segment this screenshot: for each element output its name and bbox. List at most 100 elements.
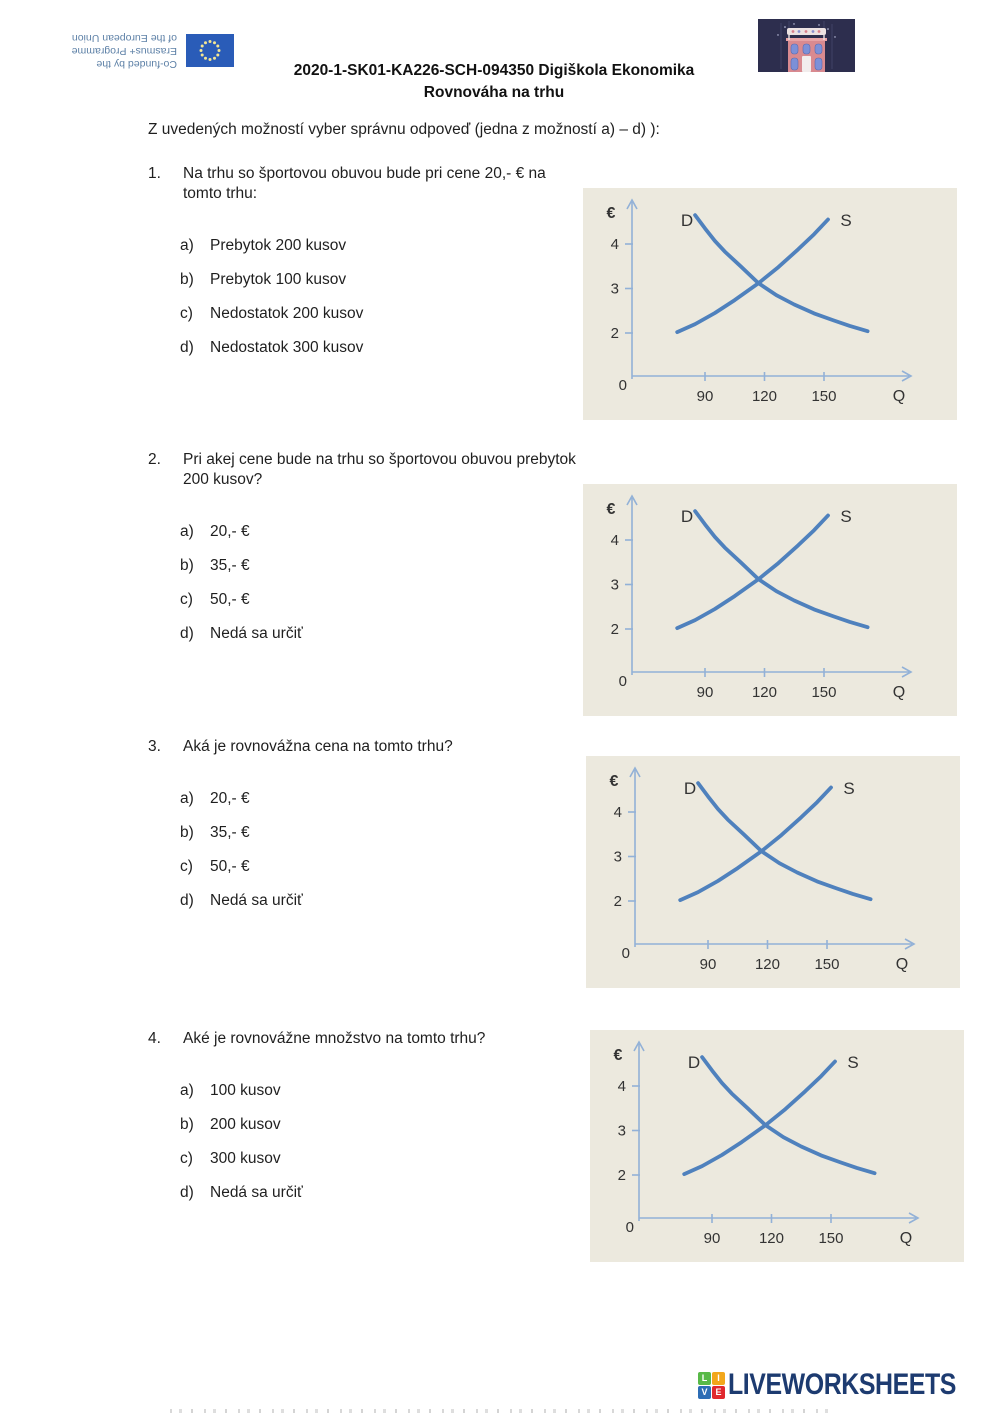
option-letter: a) <box>180 523 194 540</box>
svg-text:4: 4 <box>618 1078 626 1095</box>
option-letter: c) <box>180 591 193 608</box>
option-text: 50,- € <box>210 858 250 875</box>
svg-text:120: 120 <box>752 684 777 701</box>
question-number: 3. <box>148 738 161 755</box>
chart-svg: 2 3 4 0 90 120 150 € Q D S <box>610 766 916 973</box>
svg-text:Q: Q <box>893 684 905 701</box>
page-title: 2020-1-SK01-KA226-SCH-094350 Digiškola E… <box>0 60 988 104</box>
liveworksheets-square-V: V <box>698 1385 711 1399</box>
digiskola-logo <box>758 19 855 72</box>
svg-text:150: 150 <box>811 388 836 405</box>
eu-logo-text-line: Erasmus+ Programme <box>71 45 177 58</box>
svg-text:D: D <box>684 779 696 798</box>
option-letter: b) <box>180 1116 194 1133</box>
option-letter: c) <box>180 858 193 875</box>
option-text: Nedá sa určiť <box>210 625 303 642</box>
question-2: 2. Pri akej cene bude na trhu so športov… <box>148 450 578 658</box>
answer-option-1b[interactable]: b) Prebytok 100 kusov <box>180 270 578 304</box>
svg-text:3: 3 <box>611 577 619 594</box>
answer-option-1d[interactable]: d) Nedostatok 300 kusov <box>180 338 578 372</box>
option-letter: a) <box>180 1082 194 1099</box>
option-text: 200 kusov <box>210 1116 281 1133</box>
option-letter: d) <box>180 892 194 909</box>
svg-text:2: 2 <box>614 893 622 910</box>
svg-text:150: 150 <box>811 684 836 701</box>
svg-text:4: 4 <box>611 236 619 253</box>
erasmus-eu-logo: Co-funded by the Erasmus+ Programme of t… <box>62 22 234 80</box>
svg-text:Q: Q <box>900 1230 912 1247</box>
option-letter: d) <box>180 339 194 356</box>
svg-text:90: 90 <box>704 1230 721 1247</box>
eu-flag-icon <box>186 34 234 68</box>
answer-option-3a[interactable]: a) 20,- € <box>180 789 578 823</box>
answer-option-3d[interactable]: d) Nedá sa určiť <box>180 891 578 925</box>
supply-demand-chart-4: 2 3 4 0 90 120 150 € Q D S <box>590 1030 964 1262</box>
option-text: Nedá sa určiť <box>210 1184 303 1201</box>
svg-text:120: 120 <box>759 1230 784 1247</box>
option-text: 50,- € <box>210 591 250 608</box>
svg-text:4: 4 <box>611 532 619 549</box>
svg-text:3: 3 <box>618 1123 626 1140</box>
question-3: 3. Aká je rovnovážna cena na tomto trhu?… <box>148 737 578 925</box>
option-letter: d) <box>180 1184 194 1201</box>
option-letter: d) <box>180 625 194 642</box>
option-text: Prebytok 100 kusov <box>210 271 347 288</box>
svg-text:D: D <box>688 1053 700 1072</box>
svg-text:S: S <box>840 507 851 526</box>
question-4: 4. Aké je rovnovážne množstvo na tomto t… <box>148 1029 578 1217</box>
answer-option-1c[interactable]: c) Nedostatok 200 kusov <box>180 304 578 338</box>
eu-logo-text-line: of the European Union <box>71 32 177 45</box>
svg-text:3: 3 <box>614 849 622 866</box>
svg-text:Q: Q <box>893 388 905 405</box>
answer-option-1a[interactable]: a) Prebytok 200 kusov <box>180 236 578 270</box>
question-text: Pri akej cene bude na trhu so športovou … <box>183 451 576 488</box>
svg-text:90: 90 <box>697 388 714 405</box>
supply-demand-chart-2: 2 3 4 0 90 120 150 € Q D S <box>583 484 957 716</box>
svg-text:€: € <box>610 773 619 790</box>
svg-text:0: 0 <box>622 945 630 962</box>
option-text: 35,- € <box>210 557 250 574</box>
svg-text:D: D <box>681 211 693 230</box>
liveworksheets-square-I: I <box>712 1371 725 1385</box>
chart-svg: 2 3 4 0 90 120 150 € Q D S <box>614 1040 920 1247</box>
question-number: 4. <box>148 1030 161 1047</box>
svg-text:0: 0 <box>619 673 627 690</box>
svg-text:€: € <box>607 205 616 222</box>
title-line-1: 2020-1-SK01-KA226-SCH-094350 Digiškola E… <box>293 62 695 79</box>
option-text: 100 kusov <box>210 1082 281 1099</box>
answer-option-4d[interactable]: d) Nedá sa určiť <box>180 1183 578 1217</box>
answer-option-2c[interactable]: c) 50,- € <box>180 590 578 624</box>
svg-text:S: S <box>840 211 851 230</box>
answer-option-3c[interactable]: c) 50,- € <box>180 857 578 891</box>
title-line-2: Rovnováha na trhu <box>423 84 565 101</box>
answer-option-3b[interactable]: b) 35,- € <box>180 823 578 857</box>
svg-text:€: € <box>607 501 616 518</box>
svg-text:S: S <box>843 779 854 798</box>
option-letter: b) <box>180 824 194 841</box>
supply-demand-chart-3: 2 3 4 0 90 120 150 € Q D S <box>586 756 960 988</box>
option-text: Nedostatok 200 kusov <box>210 305 364 322</box>
option-text: Nedostatok 300 kusov <box>210 339 364 356</box>
svg-text:D: D <box>681 507 693 526</box>
option-letter: a) <box>180 237 194 254</box>
svg-text:2: 2 <box>618 1167 626 1184</box>
answer-option-4a[interactable]: a) 100 kusov <box>180 1081 578 1115</box>
svg-text:2: 2 <box>611 325 619 342</box>
option-letter: a) <box>180 790 194 807</box>
answer-option-4c[interactable]: c) 300 kusov <box>180 1149 578 1183</box>
supply-demand-chart-1: 2 3 4 0 90 120 150 € Q D S <box>583 188 957 420</box>
answer-option-2a[interactable]: a) 20,- € <box>180 522 578 556</box>
question-number: 1. <box>148 165 161 182</box>
answer-option-4b[interactable]: b) 200 kusov <box>180 1115 578 1149</box>
option-text: Nedá sa určiť <box>210 892 303 909</box>
svg-text:90: 90 <box>697 684 714 701</box>
answer-option-2d[interactable]: d) Nedá sa určiť <box>180 624 578 658</box>
question-number: 2. <box>148 451 161 468</box>
answer-option-2b[interactable]: b) 35,- € <box>180 556 578 590</box>
svg-text:120: 120 <box>752 388 777 405</box>
option-letter: b) <box>180 557 194 574</box>
liveworksheets-brand-text: LIVEWORKSHEETS <box>728 1368 957 1401</box>
